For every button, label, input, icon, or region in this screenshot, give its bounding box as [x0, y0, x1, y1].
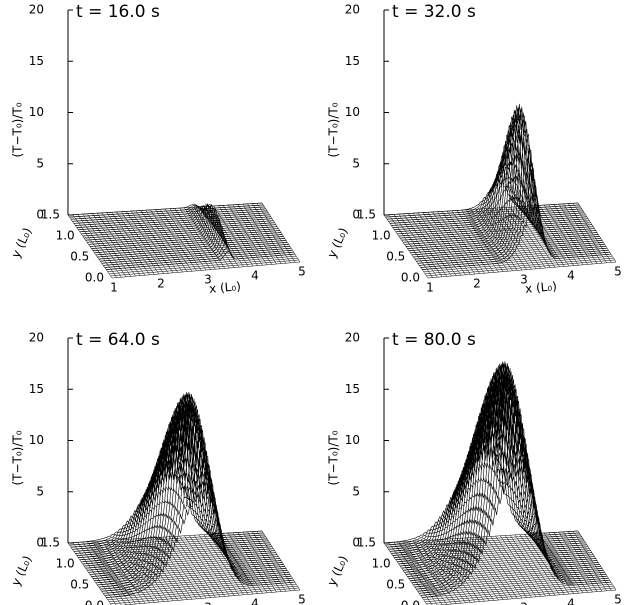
z-tick-label: 15 — [29, 382, 44, 396]
x-tick-label: 5 — [614, 593, 622, 605]
z-tick-label: 10 — [345, 433, 360, 447]
y-tick-label: 1.5 — [41, 536, 60, 550]
y-axis-label: y (L₀) — [8, 553, 34, 588]
z-tick-label: 20 — [29, 3, 44, 17]
x-tick-label: 1 — [110, 281, 118, 295]
x-axis-label: x (L₀) — [209, 279, 242, 296]
x-tick-label: 5 — [614, 265, 622, 279]
surface — [67, 391, 295, 598]
panel: 20 15 10 5 0 (T−T₀)/T₀ t = 64.0 s 1.5 1.0 0.5 0.0 y… — [8, 330, 306, 605]
y-tick-label: 0.0 — [401, 271, 420, 285]
z-tick-label: 0 — [352, 208, 360, 222]
x-tick-label: 4 — [251, 597, 259, 605]
y-tick-label: 0.0 — [85, 271, 104, 285]
x-tick-label: 2 — [473, 277, 481, 291]
surface — [67, 202, 295, 270]
y-tick-label: 1.0 — [372, 229, 391, 243]
panel-title: t = 16.0 s — [76, 2, 160, 22]
panel-title: t = 80.0 s — [392, 330, 476, 350]
x-tick-label: 5 — [298, 593, 306, 605]
z-tick-label: 5 — [352, 484, 360, 498]
z-tick-label: 20 — [345, 331, 360, 345]
y-tick-label: 1.5 — [357, 208, 376, 222]
y-tick-label: 0.5 — [386, 250, 405, 264]
z-tick-label: 20 — [345, 3, 360, 17]
z-tick-label: 15 — [345, 54, 360, 68]
panel-title: t = 32.0 s — [392, 2, 476, 22]
z-tick-label: 20 — [29, 331, 44, 345]
y-tick-label: 0.5 — [386, 578, 405, 592]
z-tick-label: 10 — [29, 433, 44, 447]
y-tick-label: 0.5 — [70, 250, 89, 264]
z-axis-label: (T−T₀)/T₀ — [327, 430, 341, 485]
z-tick-label: 5 — [352, 156, 360, 170]
x-tick-label: 4 — [567, 597, 575, 605]
x-tick-label: 4 — [567, 269, 575, 283]
z-tick-label: 10 — [29, 105, 44, 119]
y-tick-label: 1.0 — [56, 557, 75, 571]
x-tick-label: 2 — [157, 277, 165, 291]
z-axis-label: (T−T₀)/T₀ — [11, 102, 25, 157]
y-tick-label: 1.0 — [56, 229, 75, 243]
x-tick-label: 3 — [204, 601, 212, 605]
z-axis-label: (T−T₀)/T₀ — [11, 430, 25, 485]
z-tick-label: 15 — [345, 382, 360, 396]
z-tick-label: 0 — [36, 536, 44, 550]
y-tick-label: 0.0 — [85, 599, 104, 605]
x-tick-label: 5 — [298, 265, 306, 279]
x-tick-label: 3 — [520, 601, 528, 605]
y-axis-label: y (L₀) — [324, 553, 350, 588]
z-tick-label: 0 — [36, 208, 44, 222]
z-tick-label: 10 — [345, 105, 360, 119]
y-tick-label: 1.5 — [357, 536, 376, 550]
base-grid — [383, 202, 617, 279]
y-axis-label: y (L₀) — [8, 225, 34, 260]
y-axis-label: y (L₀) — [324, 225, 350, 260]
z-tick-label: 0 — [352, 536, 360, 550]
y-tick-label: 1.5 — [41, 208, 60, 222]
surface — [383, 361, 611, 598]
panel: 20 15 10 5 0 (T−T₀)/T₀ t = 80.0 s 1.5 1.0 0.5 0.0 y… — [324, 330, 622, 605]
x-tick-label: 3 — [204, 273, 212, 287]
z-tick-label: 5 — [36, 484, 44, 498]
z-tick-label: 15 — [29, 54, 44, 68]
z-axis-label: (T−T₀)/T₀ — [327, 102, 341, 157]
x-axis-label: x (L₀) — [525, 279, 558, 296]
panel-title: t = 64.0 s — [76, 330, 160, 350]
x-tick-label: 4 — [251, 269, 259, 283]
x-tick-label: 1 — [426, 281, 434, 295]
x-tick-label: 3 — [520, 273, 528, 287]
z-tick-label: 5 — [36, 156, 44, 170]
surface — [383, 103, 611, 270]
y-tick-label: 1.0 — [372, 557, 391, 571]
y-tick-label: 0.5 — [70, 578, 89, 592]
y-tick-label: 0.0 — [401, 599, 420, 605]
